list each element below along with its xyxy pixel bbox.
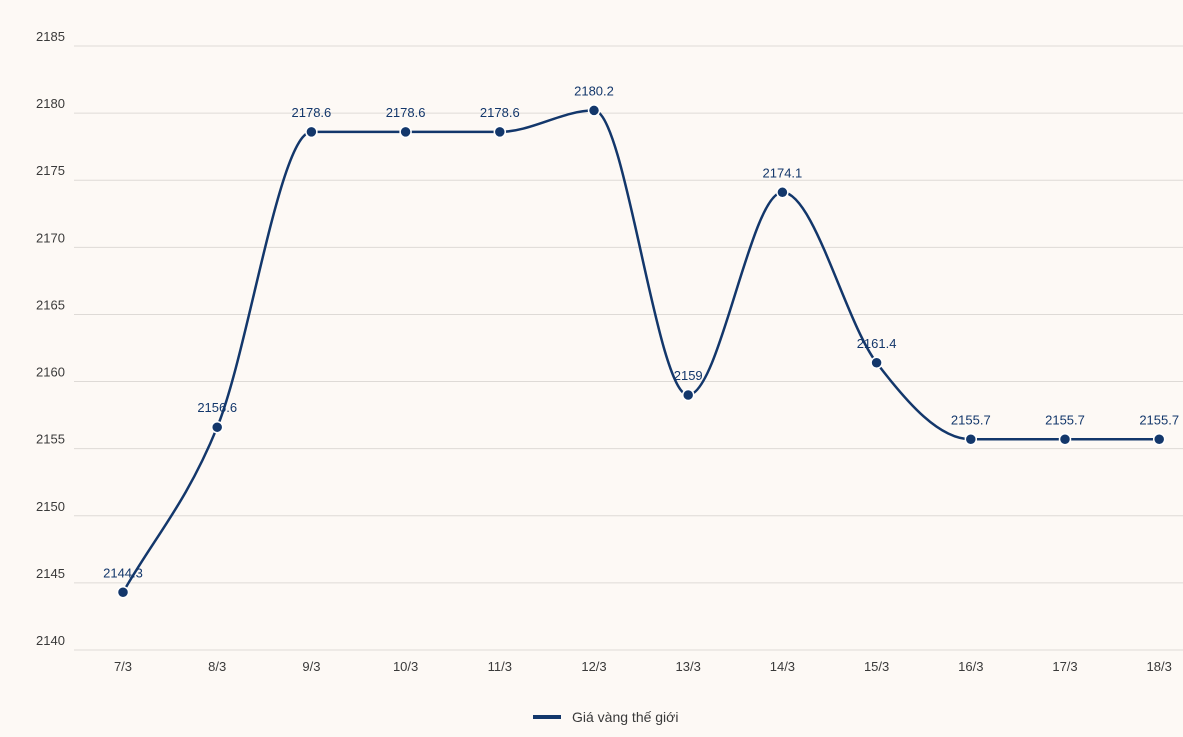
legend-label: Giá vàng thế giới — [572, 709, 678, 725]
y-tick-label: 2180 — [36, 96, 65, 111]
series-line — [121, 109, 1161, 594]
data-point — [776, 186, 789, 199]
data-label: 2156.6 — [197, 400, 237, 415]
data-point — [587, 104, 601, 117]
data-label: 2174.1 — [763, 165, 803, 180]
data-label: 2144.3 — [103, 565, 143, 580]
data-label: 2159 — [674, 368, 703, 383]
legend: Giá vàng thế giới — [533, 709, 678, 725]
data-label: 2155.7 — [951, 412, 991, 427]
y-tick-label: 2140 — [36, 633, 65, 648]
data-point — [870, 356, 883, 370]
data-points — [116, 104, 1166, 599]
y-tick-label: 2185 — [36, 29, 65, 44]
x-axis-ticks: 7/3 8/3 9/3 10/3 11/3 12/3 13/3 14/3 15/3 16/3 17/… — [114, 659, 1172, 674]
x-tick-label: 18/3 — [1147, 659, 1172, 674]
data-label: 2178.6 — [386, 105, 426, 120]
x-tick-label: 14/3 — [770, 659, 795, 674]
data-label: 2180.2 — [574, 83, 614, 98]
y-tick-label: 2155 — [36, 432, 65, 447]
data-label: 2178.6 — [480, 105, 520, 120]
x-tick-label: 10/3 — [393, 659, 418, 674]
data-point — [305, 125, 318, 139]
data-point — [1152, 433, 1166, 446]
x-tick-label: 15/3 — [864, 659, 889, 674]
data-label: 2178.6 — [292, 105, 332, 120]
x-tick-label: 12/3 — [581, 659, 606, 674]
data-point — [964, 433, 978, 446]
y-tick-label: 2145 — [36, 566, 65, 581]
data-label: 2155.7 — [1139, 412, 1179, 427]
y-tick-label: 2150 — [36, 499, 65, 514]
x-tick-label: 8/3 — [208, 659, 226, 674]
data-point — [493, 125, 507, 139]
x-tick-label: 17/3 — [1052, 659, 1077, 674]
data-point — [1058, 433, 1072, 446]
y-axis-ticks: 2140 2145 2150 2155 2160 2165 2170 2175 2180 2185 — [36, 29, 65, 648]
data-point — [116, 586, 130, 599]
x-tick-label: 7/3 — [114, 659, 132, 674]
data-point — [399, 125, 412, 139]
data-point — [681, 388, 695, 402]
x-tick-label: 11/3 — [488, 659, 512, 674]
grid-lines — [74, 45, 1183, 651]
data-label: 2161.4 — [857, 336, 897, 351]
data-label: 2155.7 — [1045, 412, 1085, 427]
y-tick-label: 2170 — [36, 230, 65, 245]
x-tick-label: 16/3 — [958, 659, 983, 674]
data-point — [210, 420, 224, 434]
data-labels: 2144.3 2156.6 2178.6 2178.6 2178.6 2180.2 2159… — [103, 83, 1179, 580]
x-tick-label: 9/3 — [302, 659, 320, 674]
y-tick-label: 2160 — [36, 365, 65, 380]
x-tick-label: 13/3 — [676, 659, 701, 674]
y-tick-label: 2165 — [36, 297, 65, 312]
y-tick-label: 2175 — [36, 163, 65, 178]
